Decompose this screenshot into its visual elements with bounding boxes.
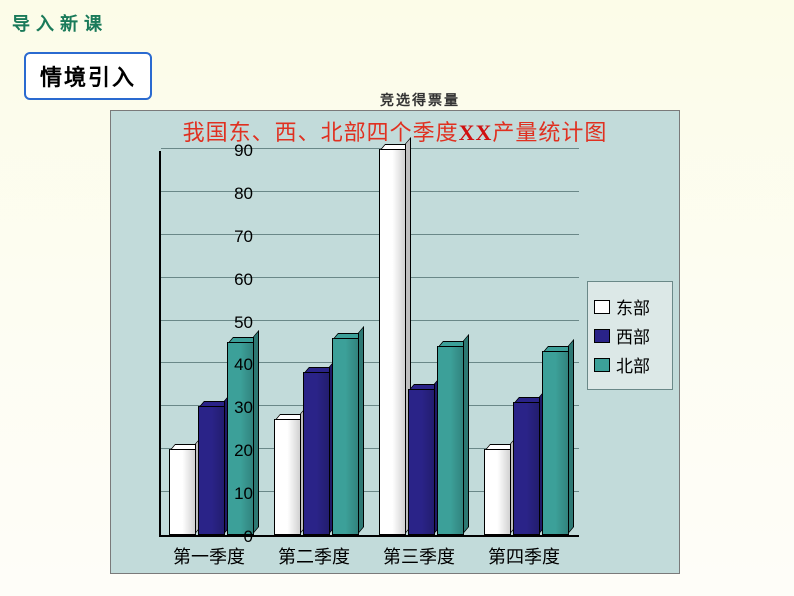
legend-row-north: 北部 bbox=[594, 352, 666, 377]
legend-label: 东部 bbox=[616, 294, 650, 319]
xtick-label: 第二季度 bbox=[264, 543, 364, 569]
vote-label: 竞选得票量 bbox=[380, 90, 460, 110]
legend-swatch bbox=[594, 300, 610, 314]
bar-east bbox=[484, 449, 511, 535]
chart-title-xx: XX bbox=[459, 120, 493, 145]
ytick-label: 20 bbox=[217, 441, 253, 461]
ytick-label: 90 bbox=[217, 141, 253, 161]
ytick-label: 80 bbox=[217, 184, 253, 204]
xtick-label: 第四季度 bbox=[474, 543, 574, 569]
bar-north bbox=[542, 351, 569, 535]
legend-swatch bbox=[594, 329, 610, 343]
bar-north bbox=[332, 338, 359, 535]
bar-west bbox=[408, 389, 435, 535]
legend-row-east: 东部 bbox=[594, 294, 666, 319]
xtick-label: 第三季度 bbox=[369, 543, 469, 569]
legend-swatch bbox=[594, 358, 610, 372]
bar-west bbox=[303, 372, 330, 535]
legend-label: 西部 bbox=[616, 323, 650, 348]
chart-container: 我国东、西、北部四个季度XX产量统计图 东部西部北部 0102030405060… bbox=[110, 110, 680, 574]
bar-east bbox=[379, 149, 406, 535]
chart-title-suffix: 产量统计图 bbox=[492, 120, 607, 145]
ytick-label: 60 bbox=[217, 270, 253, 290]
subtitle-badge: 情境引入 bbox=[24, 52, 152, 100]
bar-west bbox=[513, 402, 540, 535]
ytick-label: 70 bbox=[217, 227, 253, 247]
ytick-label: 10 bbox=[217, 484, 253, 504]
legend-label: 北部 bbox=[616, 352, 650, 377]
legend: 东部西部北部 bbox=[587, 281, 673, 390]
ytick-label: 30 bbox=[217, 398, 253, 418]
page-header: 导入新课 bbox=[12, 10, 108, 36]
legend-row-west: 西部 bbox=[594, 323, 666, 348]
bar-east bbox=[274, 419, 301, 535]
xtick-label: 第一季度 bbox=[159, 543, 259, 569]
bar-north bbox=[437, 346, 464, 535]
bar-east bbox=[169, 449, 196, 535]
chart-title: 我国东、西、北部四个季度XX产量统计图 bbox=[111, 115, 679, 147]
ytick-label: 40 bbox=[217, 355, 253, 375]
bar-west bbox=[198, 406, 225, 535]
ytick-label: 50 bbox=[217, 313, 253, 333]
plot-area bbox=[159, 151, 579, 537]
